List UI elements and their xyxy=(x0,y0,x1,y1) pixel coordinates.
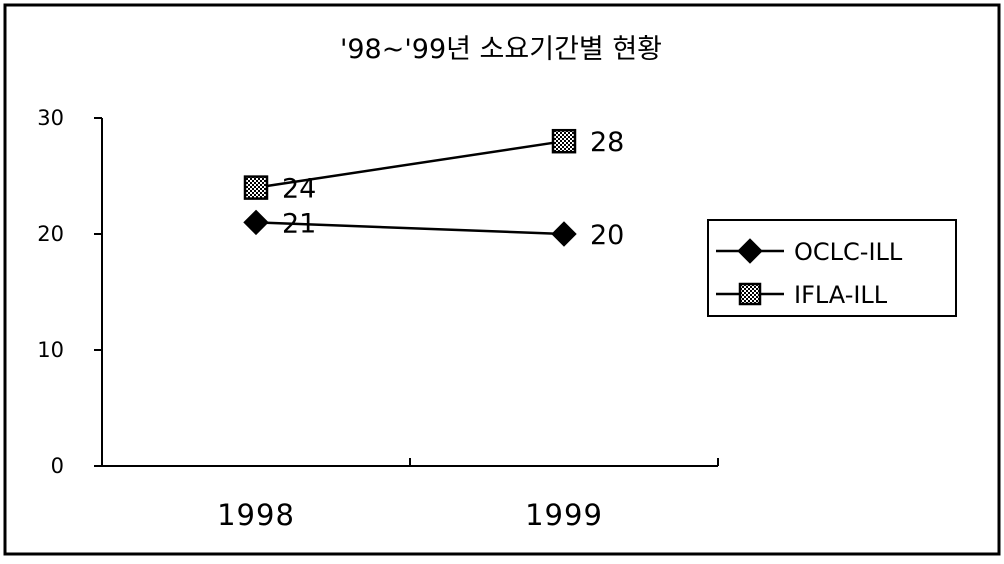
y-tick-label: 10 xyxy=(37,338,64,362)
y-tick-label: 20 xyxy=(37,222,64,246)
data-point-ifla-ill xyxy=(551,128,577,154)
x-tick-label: 1998 xyxy=(217,498,295,532)
x-tick-label: 1999 xyxy=(525,498,603,532)
plot-area: 0 10 20 30 1998 1999 21 20 24 28 xyxy=(37,106,719,532)
y-tick-label: 30 xyxy=(37,106,64,130)
data-label: 24 xyxy=(282,174,316,205)
series-line-ifla-ill xyxy=(255,139,565,189)
legend: OCLC-ILL IFLA-ILL xyxy=(707,219,957,317)
data-label: 28 xyxy=(590,127,624,158)
data-point-ifla-ill xyxy=(243,175,269,200)
series-line-oclc-ill xyxy=(255,221,565,236)
legend-marker-oclc-ill xyxy=(737,238,763,264)
legend-label: OCLC-ILL xyxy=(794,238,903,266)
legend-marker-ifla-ill xyxy=(738,282,762,306)
data-label: 21 xyxy=(282,208,316,239)
data-point-oclc-ill xyxy=(551,221,577,247)
data-label: 20 xyxy=(590,220,624,251)
data-point-oclc-ill xyxy=(243,209,269,236)
y-tick-label: 0 xyxy=(51,454,64,478)
chart-title: '98~'99년 소요기간별 현황 xyxy=(340,34,662,65)
legend-label: IFLA-ILL xyxy=(794,281,888,309)
